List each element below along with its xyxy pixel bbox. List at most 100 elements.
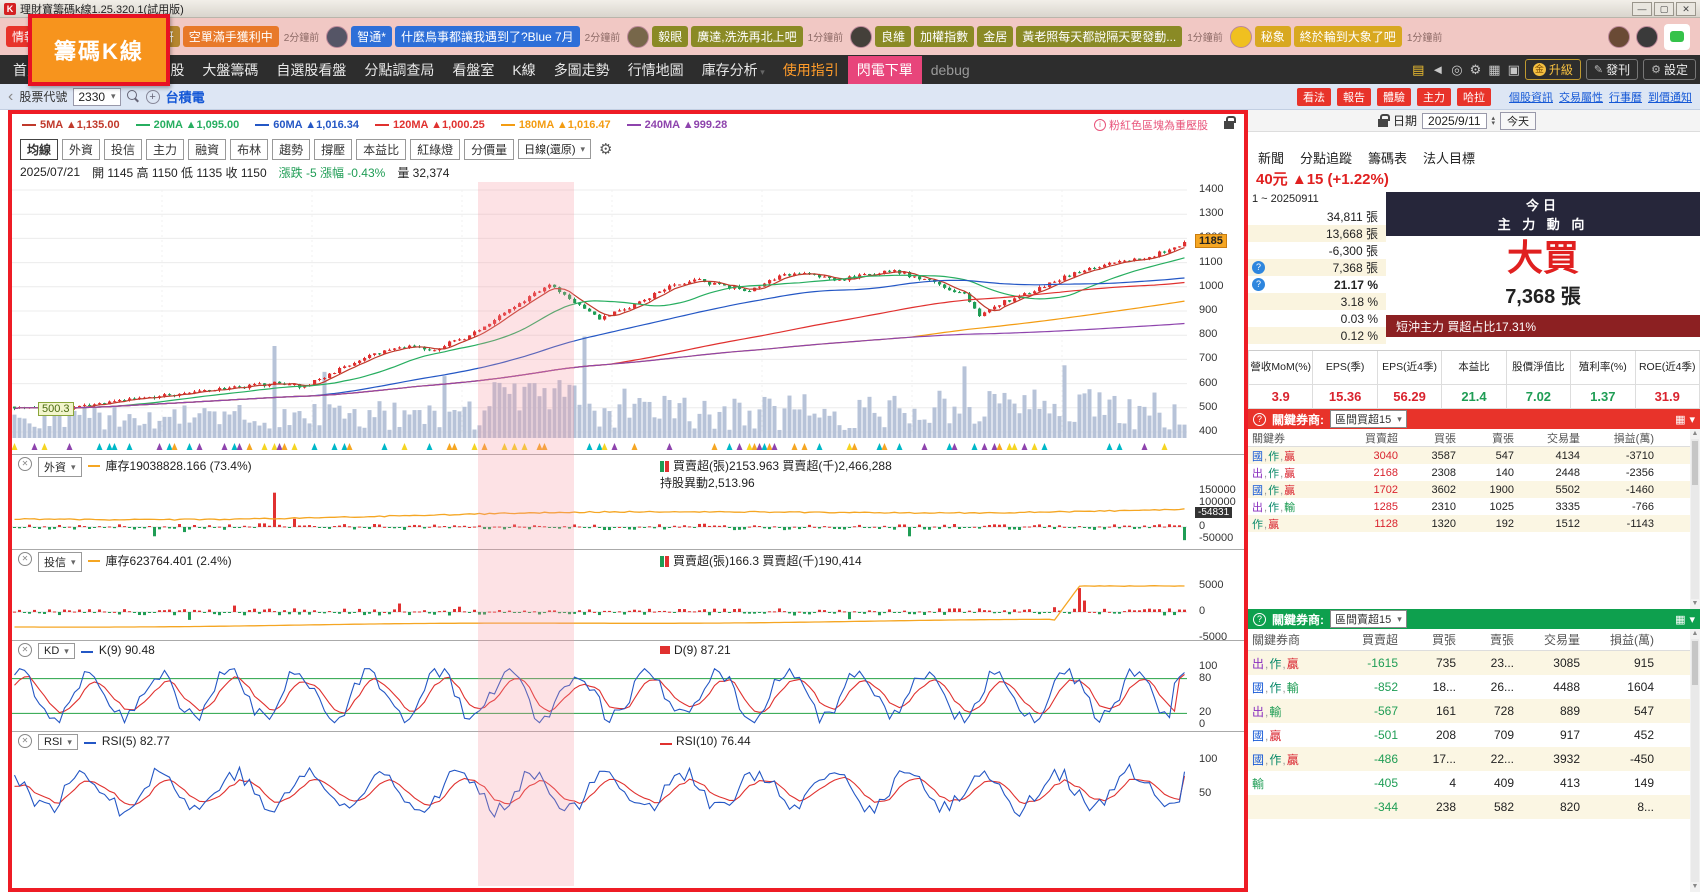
ticker-item[interactable]: 佰研空單滿手獲利中2分鐘前 — [143, 26, 322, 47]
ticker-badge[interactable]: 秘象 — [1254, 26, 1291, 47]
indicator-select[interactable]: 外資 ▾ — [38, 457, 82, 477]
menu-item[interactable]: 看盤室 — [452, 61, 495, 78]
chart-toolbar-button[interactable]: 紅綠燈 — [410, 138, 461, 160]
publish-button[interactable]: ✎ 發刊 — [1585, 59, 1639, 80]
avatar[interactable] — [1608, 25, 1630, 48]
search-icon[interactable] — [126, 90, 140, 103]
indicator-select[interactable]: KD ▾ — [38, 643, 75, 659]
close-button[interactable]: ✕ — [1676, 1, 1696, 16]
maximize-button[interactable]: ▢ — [1654, 1, 1674, 16]
broker-row[interactable]: 出,作,贏 -1615 735 23... 3085 915 — [1248, 651, 1700, 675]
lock-icon[interactable] — [1224, 116, 1236, 129]
menu-item[interactable]: K線 — [512, 61, 536, 78]
lock-icon[interactable] — [1378, 114, 1390, 127]
avatar[interactable] — [1636, 25, 1658, 48]
today-button[interactable]: 今天 — [1500, 111, 1537, 130]
settings-button[interactable]: ⚙ 設定 — [1643, 59, 1696, 80]
broker-row[interactable]: 作,贏 1128 1320 192 1512 -1143 — [1248, 515, 1700, 532]
action-button[interactable]: 哈拉 — [1457, 87, 1491, 106]
minimize-button[interactable]: — — [1632, 1, 1652, 16]
tab[interactable]: 法人目標 — [1423, 150, 1476, 166]
nav-link[interactable]: 交易屬性 — [1559, 91, 1603, 104]
menu-item[interactable]: 大盤籌碼 — [202, 61, 259, 78]
dropdown-icon[interactable]: ▾ — [1689, 613, 1695, 626]
notes-icon[interactable]: ▤ — [1412, 61, 1425, 77]
ticker-badge[interactable]: 黃老照每天都說隔天要發動... — [1016, 26, 1183, 47]
broker-row[interactable]: 出,作,贏 2168 2308 140 2448 -2356 — [1248, 464, 1700, 481]
menu-item[interactable]: 庫存分析 ▾ — [701, 61, 765, 78]
chart-toolbar-button[interactable]: 主力 — [146, 138, 185, 160]
grid-view-icon[interactable]: ▦ — [1675, 613, 1686, 626]
menu-item[interactable]: 行情地圖 — [627, 61, 684, 78]
menu-item[interactable]: 自選股看盤 — [276, 61, 347, 78]
chart-toolbar-button[interactable]: 撐壓 — [314, 138, 353, 160]
scrollbar[interactable]: ▲ ▼ — [1690, 629, 1700, 892]
ticker-badge[interactable]: 金居 — [977, 26, 1014, 47]
kd-chart[interactable] — [12, 661, 1194, 731]
scroll-up-icon[interactable]: ▲ — [1691, 430, 1699, 437]
scroll-down-icon[interactable]: ▼ — [1691, 600, 1699, 607]
kchart-menu-callout[interactable]: 籌碼K線 — [28, 14, 170, 86]
dropdown-icon[interactable]: ▾ — [1689, 413, 1695, 426]
ticker-badge[interactable]: 什麼鳥事都讓我遇到了?Blue 7月 — [394, 26, 580, 47]
close-icon[interactable]: ✕ — [18, 457, 32, 471]
indicator-select[interactable]: RSI ▾ — [38, 734, 78, 750]
date-up-icon[interactable]: ▴ — [1491, 114, 1496, 122]
date-input[interactable]: 2025/9/11 — [1422, 112, 1487, 129]
action-button[interactable]: 體驗 — [1377, 87, 1411, 106]
announcement-icon[interactable]: ◄ — [1431, 62, 1445, 77]
chart-toolbar-button[interactable]: 分價量 — [464, 138, 515, 160]
trust-chart[interactable] — [12, 570, 1194, 640]
chart-icon[interactable]: ▦ — [1488, 61, 1501, 77]
chart-toolbar-button[interactable]: 融資 — [188, 138, 227, 160]
back-icon[interactable]: ‹ — [8, 87, 14, 105]
help-icon[interactable]: ? — [1253, 612, 1266, 626]
menu-item[interactable]: 多圖走勢 — [553, 61, 610, 78]
menu-item[interactable]: 使用指引 — [782, 61, 839, 78]
grid-view-icon[interactable]: ▦ — [1675, 413, 1686, 426]
broker-range-select[interactable]: 區間賣超15 ▾ — [1330, 610, 1407, 628]
target-icon[interactable]: ◎ — [1451, 61, 1463, 77]
ticker-badge[interactable]: 加權指數 — [914, 26, 975, 47]
main-kline-chart[interactable] — [12, 182, 1194, 454]
monitor-icon[interactable]: ▣ — [1507, 61, 1520, 77]
chart-settings-icon[interactable]: ⚙ — [599, 141, 613, 158]
upgrade-button[interactable]: 金升級 — [1524, 59, 1581, 80]
help-icon[interactable]: ? — [1253, 412, 1266, 426]
avatar[interactable] — [627, 25, 650, 48]
indicator-select[interactable]: 投信 ▾ — [38, 552, 82, 572]
chat-icon[interactable] — [1664, 23, 1690, 50]
action-button[interactable]: 報告 — [1337, 87, 1371, 106]
close-icon[interactable]: ✕ — [18, 552, 32, 566]
tab[interactable]: 籌碼表 — [1368, 150, 1408, 166]
tab[interactable]: 新聞 — [1258, 150, 1285, 166]
ticker-item[interactable]: 毅眼 廣達,洗洗再北上吧 1分鐘前 — [627, 25, 845, 48]
stock-code-input[interactable]: 2330 ▾ — [73, 87, 121, 106]
foreign-chart[interactable] — [12, 485, 1194, 549]
chart-toolbar-button[interactable]: 均線 — [20, 138, 59, 160]
chart-toolbar-button[interactable]: 本益比 — [356, 138, 407, 160]
close-icon[interactable]: ✕ — [18, 734, 32, 748]
ticker-badge[interactable]: 良維 — [875, 26, 912, 47]
chart-toolbar-button[interactable]: 布林 — [230, 138, 269, 160]
broker-row[interactable]: 出,作,輸 1285 2310 1025 3335 -766 — [1248, 498, 1700, 515]
close-icon[interactable]: ✕ — [18, 643, 32, 657]
menu-item[interactable]: 閃電下單 — [847, 55, 922, 84]
scroll-up-icon[interactable]: ▲ — [1691, 630, 1699, 637]
action-button[interactable]: 看法 — [1297, 87, 1331, 106]
ticker-badge[interactable]: 終於輪到大象了吧 — [1293, 26, 1402, 47]
broker-row[interactable]: -344 238 582 820 8... — [1248, 795, 1700, 819]
broker-row[interactable]: 國,作,贏 -486 17... 22... 3932 -450 — [1248, 747, 1700, 771]
broker-range-select[interactable]: 區間買超15 ▾ — [1330, 410, 1407, 428]
nav-link[interactable]: 到價通知 — [1648, 91, 1692, 104]
scrollbar[interactable]: ▲ ▼ — [1690, 429, 1700, 609]
help-icon[interactable]: ? — [1252, 278, 1265, 291]
ticker-badge[interactable]: 廣達,洗洗再北上吧 — [691, 26, 803, 47]
ticker-badge[interactable]: 毅眼 — [652, 26, 689, 47]
ticker-item[interactable]: 良維 加權指數 金居 黃老照每天都說隔天要發動... 1分鐘前 — [850, 25, 1225, 48]
action-button[interactable]: 主力 — [1417, 87, 1451, 106]
chart-toolbar-button[interactable]: 趨勢 — [272, 138, 311, 160]
stock-name-link[interactable]: 台積電 — [165, 90, 205, 105]
date-down-icon[interactable]: ▾ — [1491, 119, 1496, 127]
broker-row[interactable]: 國,作,贏 1702 3602 1900 5502 -1460 — [1248, 481, 1700, 498]
